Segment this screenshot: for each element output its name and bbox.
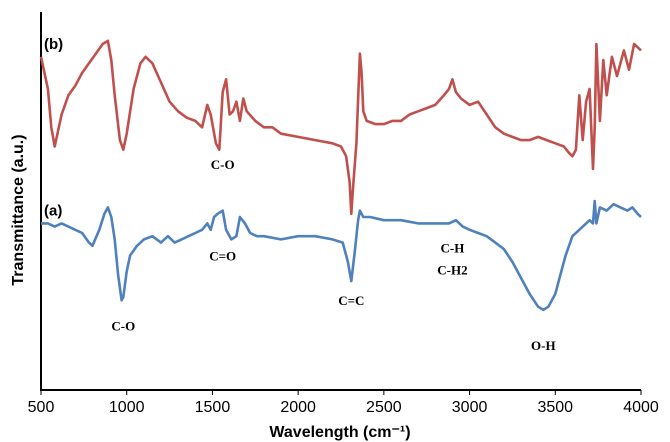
annotations: C-O C=O C-O C=C C-H C-H2 O-H: [111, 157, 555, 353]
peak-annotation: C=C: [338, 293, 364, 308]
series-layer: [39, 39, 642, 312]
series-line-a: [41, 199, 642, 312]
x-tick-label: 3000: [452, 399, 488, 416]
peak-annotation: C-H2: [437, 263, 467, 278]
x-tick-label: 1000: [109, 399, 145, 416]
peak-annotation: C-O: [111, 319, 135, 334]
peak-annotation: C=O: [209, 248, 236, 263]
x-tick-label: 3500: [537, 399, 573, 416]
x-tick-label: 1500: [195, 399, 231, 416]
x-ticks: 500 1000 1500 2000 2500 3000 3500 4000: [28, 390, 659, 416]
peak-annotation: O-H: [531, 338, 556, 353]
peak-annotation: C-O: [211, 157, 235, 172]
series-line-b: [39, 39, 642, 216]
y-axis-title: Transmittance (a.u.): [10, 134, 27, 285]
x-tick-label: 2500: [366, 399, 402, 416]
series-label-b: (b): [44, 36, 63, 53]
axes: [40, 12, 641, 391]
x-tick-label: 2000: [280, 399, 316, 416]
series-label-a: (a): [44, 202, 62, 219]
series-labels: (b) (a): [44, 36, 63, 220]
x-tick-label: 4000: [623, 399, 659, 416]
x-tick-label: 500: [28, 399, 55, 416]
peak-annotation: C-H: [441, 240, 465, 255]
x-axis-title: Wavelength (cm⁻¹): [269, 424, 410, 441]
